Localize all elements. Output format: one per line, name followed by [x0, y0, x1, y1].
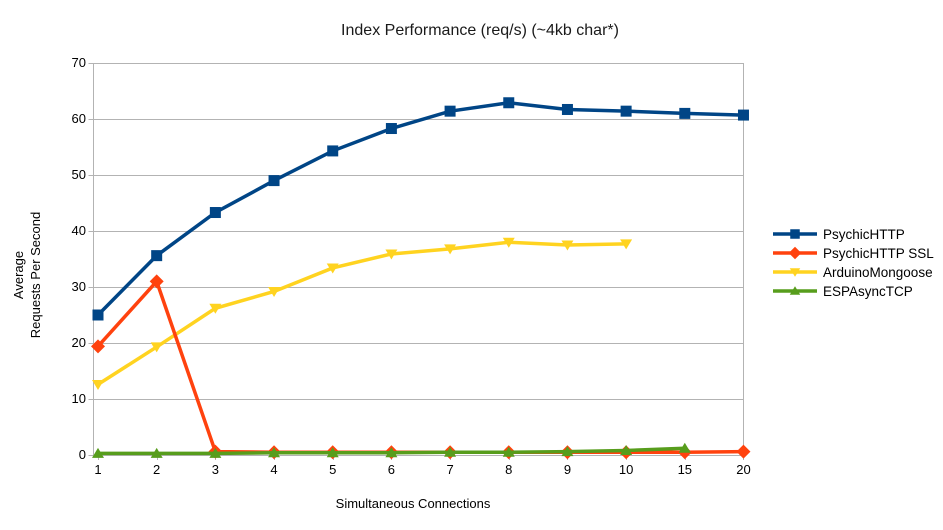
y-tick-label: 70: [71, 55, 86, 70]
x-tick-label: 7: [446, 462, 454, 477]
y-tick-label: 30: [71, 279, 86, 294]
x-axis-title: Simultaneous Connections: [335, 496, 491, 511]
series-line-psychichttp-ssl: [96, 278, 744, 454]
square-icon: [773, 229, 817, 239]
y-tick-label: 50: [71, 167, 86, 182]
chart-title: Index Performance (req/s) (~4kb char*): [341, 22, 619, 39]
legend-label: PsychicHTTP SSL: [823, 245, 934, 261]
x-tick-label: 8: [505, 462, 513, 477]
legend-label: PsychicHTTP: [823, 226, 905, 242]
legend-item-psychichttp-ssl: PsychicHTTP SSL: [772, 245, 934, 261]
triangle-down-icon: [773, 268, 817, 277]
x-tick-label: 10: [618, 462, 634, 477]
x-tick-label: 1: [94, 462, 102, 477]
series-markers-psychichttp: [92, 97, 749, 321]
x-tick-label: 3: [211, 462, 219, 477]
y-tick-label: 20: [71, 335, 86, 350]
y-tick-label: 10: [71, 391, 86, 406]
x-tick-label: 5: [329, 462, 337, 477]
y-tick-label: 40: [71, 223, 86, 238]
legend-item-arduinomongoose: ArduinoMongoose: [772, 264, 934, 280]
diamond-icon: [773, 246, 817, 260]
triangle-up-icon: [773, 286, 817, 295]
series-line-psychichttp: [96, 100, 744, 317]
x-tick-label: 6: [387, 462, 396, 477]
series-markers-espasynctcp: [92, 442, 691, 458]
legend-item-espasynctcp: ESPAsyncTCP: [772, 283, 934, 299]
x-tick-label: 15: [677, 462, 693, 477]
y-tick-label: 60: [71, 111, 86, 126]
legend-item-psychichttp: PsychicHTTP: [772, 226, 934, 242]
x-tick-label: 4: [270, 462, 278, 477]
x-tick-label: 2: [153, 462, 161, 477]
legend-label: ArduinoMongoose: [823, 264, 933, 280]
legend: PsychicHTTP PsychicHTTP SSL ArduinoMongoos…: [772, 226, 934, 299]
series-markers-arduinomongoose: [92, 237, 633, 390]
series-markers-psychichttp-ssl: [91, 274, 751, 460]
legend-label: ESPAsyncTCP: [823, 283, 913, 299]
y-tick-label: 0: [78, 447, 86, 462]
x-tick-label: 9: [563, 462, 572, 477]
x-tick-label: 20: [736, 462, 751, 477]
series-line-arduinomongoose: [97, 240, 627, 386]
